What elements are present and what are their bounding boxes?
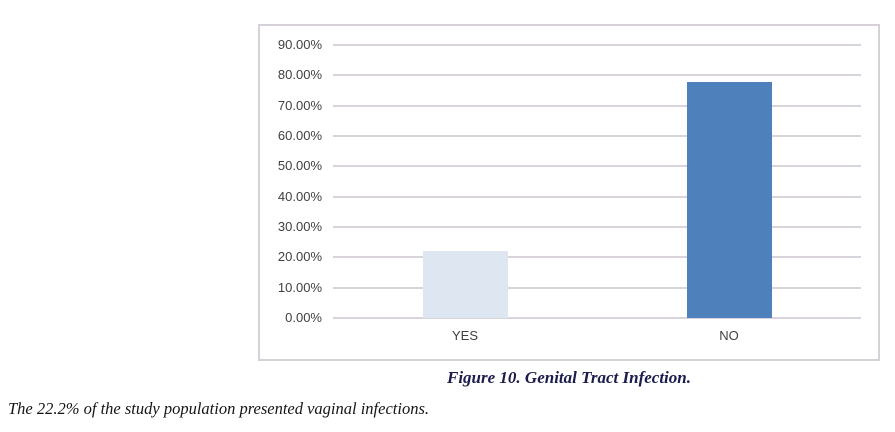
gridline — [333, 256, 861, 259]
bar-no — [686, 82, 772, 318]
y-tick-label: 90.00% — [277, 37, 322, 52]
y-tick-label: 50.00% — [277, 158, 322, 174]
figure-note: The 22.2% of the study population presen… — [8, 399, 429, 418]
y-tick-label: 10.00% — [277, 279, 322, 295]
y-tick-label: 20.00% — [277, 249, 322, 265]
gridline — [333, 165, 861, 168]
y-tick-label: 60.00% — [277, 128, 322, 143]
y-tick-label: 80.00% — [277, 67, 322, 83]
bar-yes — [422, 250, 508, 318]
gridline — [333, 195, 861, 198]
bar-chart: 0.00% 10.00% 20.00% 30.00% 40.00% 50.00% 60.00… — [258, 24, 880, 361]
x-tick-label: YES — [451, 328, 478, 343]
y-tick-label: 0.00% — [285, 310, 322, 325]
gridline — [333, 286, 861, 289]
gridline — [333, 226, 861, 228]
gridline — [333, 104, 861, 107]
y-tick-label: 40.00% — [277, 188, 322, 204]
gridline — [333, 135, 861, 137]
y-tick-label: 70.00% — [277, 97, 322, 113]
figure-caption: Figure 10. Genital Tract Infection. — [447, 368, 691, 387]
x-tick-label: NO — [719, 328, 739, 343]
gridline — [333, 44, 861, 46]
gridline — [333, 74, 861, 77]
y-tick-label: 30.00% — [277, 219, 322, 234]
gridline — [333, 317, 861, 319]
